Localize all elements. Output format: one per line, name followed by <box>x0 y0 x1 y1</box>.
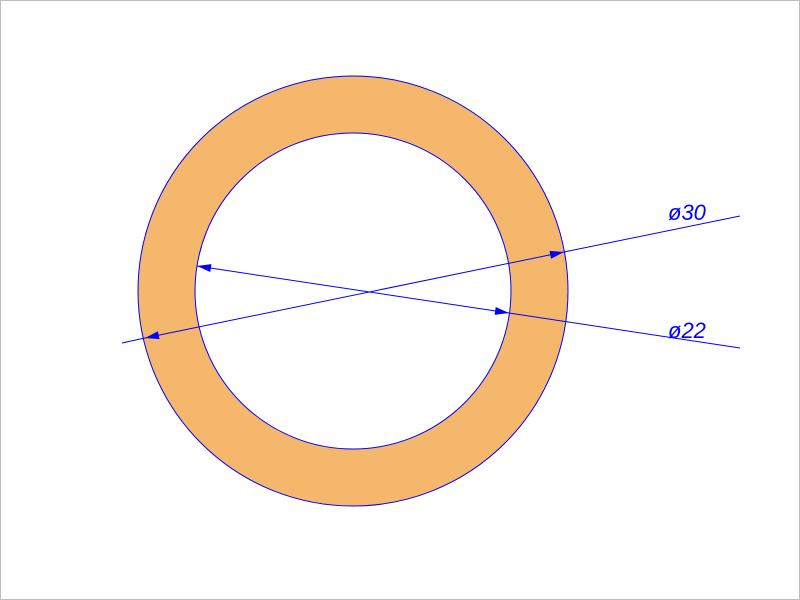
dimension-leader <box>122 338 145 343</box>
ring-profile <box>138 76 568 506</box>
dimension-leader <box>564 216 740 252</box>
dimension-arrowhead <box>495 307 509 315</box>
dimension-label: ø22 <box>668 318 706 343</box>
dimension-label: ø30 <box>668 200 707 225</box>
outer-diameter-dimension: ø30 <box>122 200 740 343</box>
dimension-arrowhead <box>197 264 211 272</box>
inner-diameter-dimension: ø22 <box>197 264 740 348</box>
